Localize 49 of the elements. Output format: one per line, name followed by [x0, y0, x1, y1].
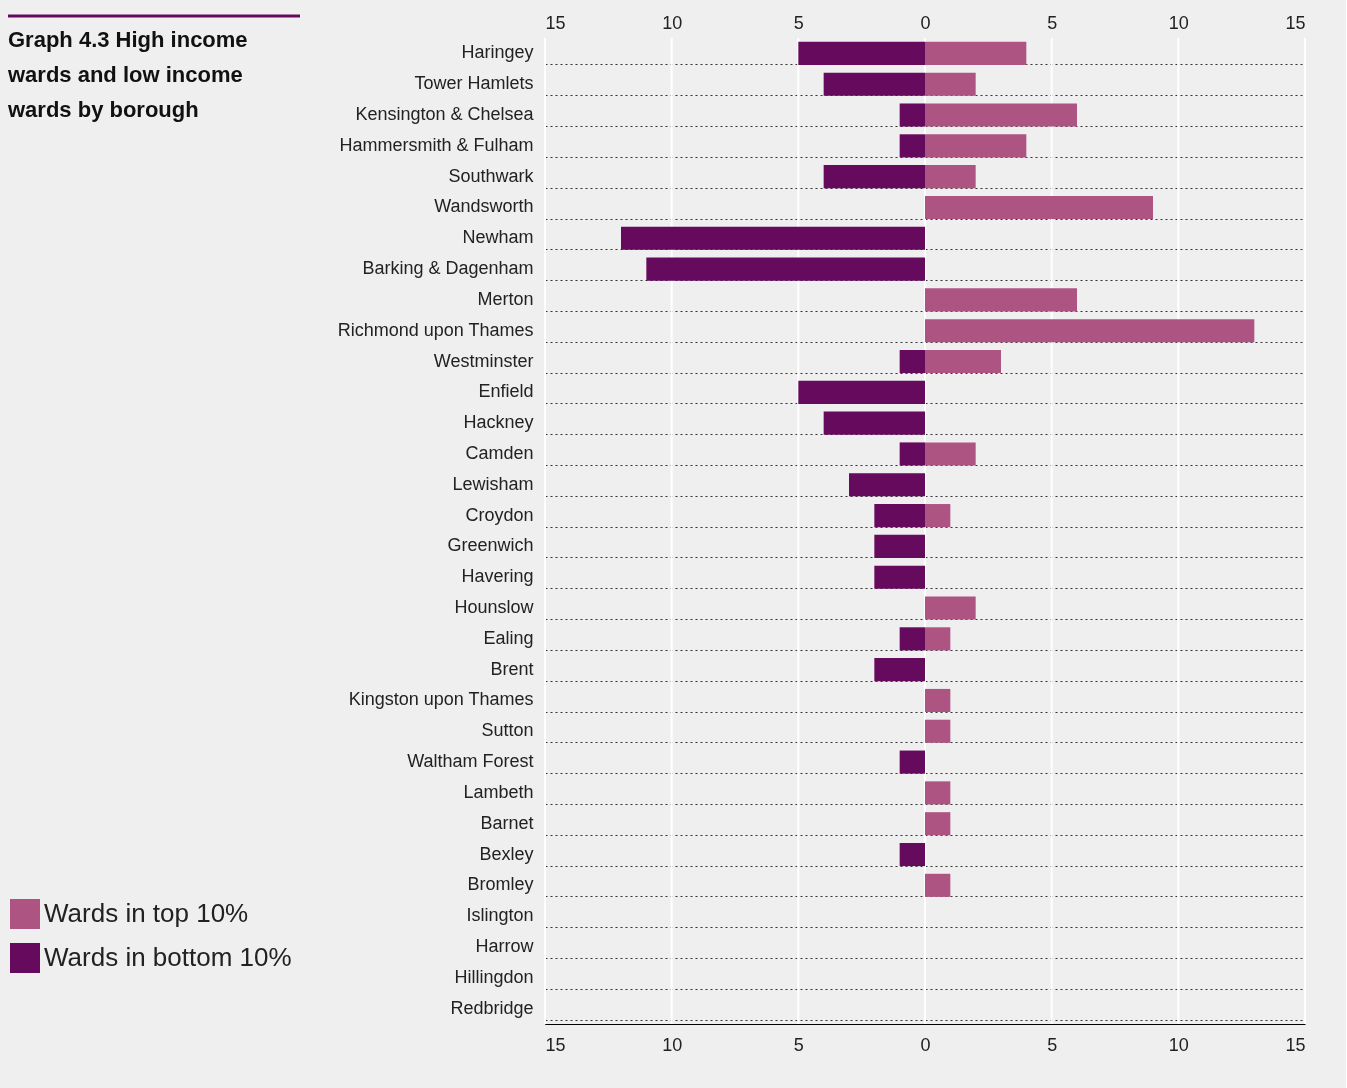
y-tick-label: Croydon	[465, 504, 534, 525]
y-tick-label: Westminster	[433, 350, 534, 371]
x-tick-label: 5	[1047, 12, 1058, 33]
y-tick-label: Hammersmith & Fulham	[339, 134, 534, 155]
x2-tick-label: 5	[793, 1034, 804, 1055]
y-tick-label: Hackney	[463, 412, 534, 433]
y-tick-label: Kingston upon Thames	[348, 689, 534, 710]
y-tick-label: Greenwich	[447, 535, 534, 556]
y-tick-label: Islington	[466, 905, 534, 926]
y-tick-label: Havering	[461, 566, 534, 587]
y-tick-label: Kensington & Chelsea	[355, 104, 535, 125]
y-tick-label: Brent	[490, 658, 534, 679]
y-tick-label: Waltham Forest	[407, 751, 534, 772]
y-tick-label: Redbridge	[450, 997, 534, 1018]
x2-tick-label: 15	[1285, 1034, 1306, 1055]
legend-label: Wards in top 10%	[44, 898, 249, 928]
legend-label: Wards in bottom 10%	[44, 942, 292, 972]
y-tick-label: Barking & Dagenham	[362, 258, 534, 279]
x-tick-label: 10	[662, 12, 683, 33]
y-tick-label: Merton	[477, 288, 534, 309]
y-tick-label: Hillingdon	[454, 966, 534, 987]
y-tick-label: Tower Hamlets	[414, 73, 534, 94]
text: Graph 4.3 High income wards and low income wards by borough	[7, 27, 248, 122]
x-tick-label: 5	[793, 12, 804, 33]
x-tick-label: 15	[545, 12, 566, 33]
x-tick-label: 10	[1168, 12, 1189, 33]
y-tick-label: Southwark	[448, 165, 535, 186]
y-tick-label: Richmond upon Thames	[337, 319, 534, 340]
y-tick-label: Bromley	[467, 874, 534, 895]
x2-tick-label: 0	[920, 1034, 931, 1055]
y-tick-label: Sutton	[481, 720, 534, 741]
y-tick-label: Hounslow	[454, 597, 535, 618]
x2-tick-label: 15	[545, 1034, 566, 1055]
y-tick-label: Haringey	[461, 42, 534, 63]
y-tick-label: Lambeth	[463, 781, 534, 802]
x2-tick-label: 10	[662, 1034, 683, 1055]
y-tick-label: Harrow	[475, 935, 535, 956]
y-tick-label: Wandsworth	[434, 196, 534, 217]
x-tick-label: 0	[920, 12, 931, 33]
y-tick-label: Newham	[462, 227, 534, 248]
y-tick-label: Ealing	[483, 627, 534, 648]
x2-tick-label: 5	[1047, 1034, 1058, 1055]
y-tick-label: Barnet	[480, 812, 534, 833]
y-tick-label: Bexley	[479, 843, 534, 864]
y-tick-label: Lewisham	[452, 473, 534, 494]
x2-tick-label: 10	[1168, 1034, 1189, 1055]
x-tick-label: 15	[1285, 12, 1306, 33]
y-tick-label: Enfield	[478, 381, 534, 402]
y-tick-label: Camden	[465, 442, 534, 463]
